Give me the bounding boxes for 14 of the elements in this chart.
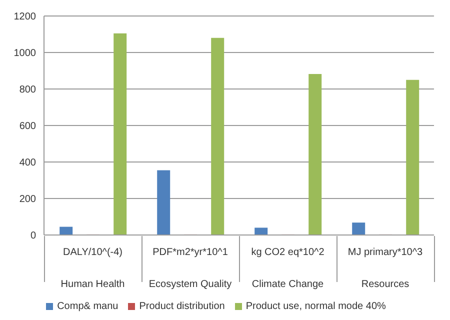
category-label: PDF*m2*yr*10^1 Ecosystem Quality [148,247,232,290]
category-label: DALY/10^(-4) Human Health [60,247,125,290]
category-label: MJ primary*10^3 Resources [348,247,423,290]
y-tick-label: 1200 [14,12,36,23]
y-tick-label: 800 [19,84,36,96]
y-tick-label: 0 [30,230,36,242]
y-tick-label: 600 [19,121,36,132]
y-tick-label: 1000 [14,48,36,60]
legend-label: Product use, normal mode 40% [246,301,386,312]
legend-label: Comp& manu [57,301,118,312]
y-tick-label: 400 [19,158,36,169]
legend-label: Product distribution [139,301,225,312]
y-tick-label: 200 [19,194,36,206]
category-label: kg CO2 eq*10^2 Climate Change [251,247,324,290]
